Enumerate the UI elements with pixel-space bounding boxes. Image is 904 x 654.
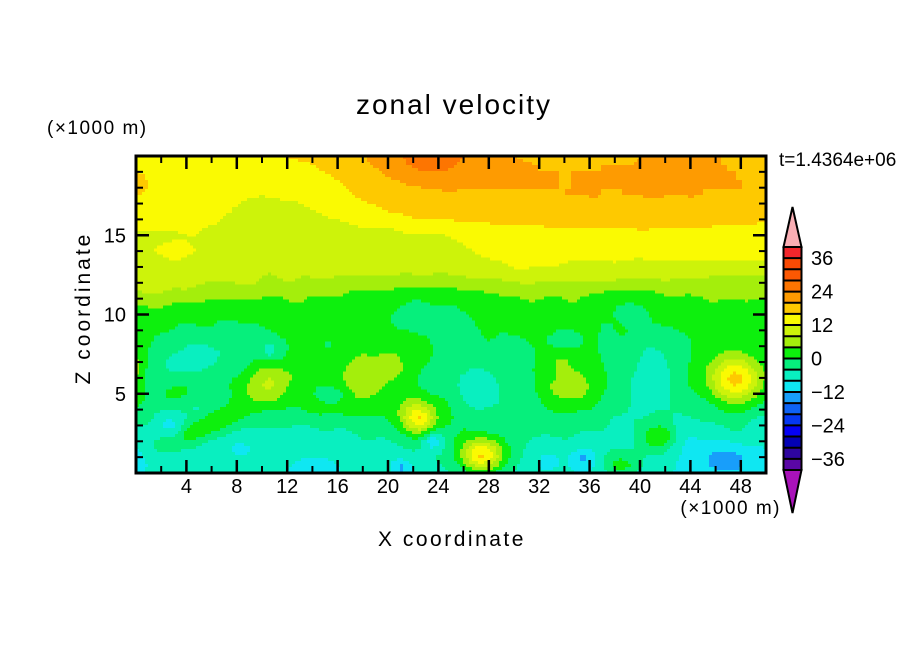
colorbar-segment: [783, 302, 802, 314]
colorbar-label: 12: [811, 315, 833, 337]
colorbar-segment: [783, 436, 802, 448]
colorbar-segment: [783, 425, 802, 437]
plot-frame: [134, 154, 768, 475]
x-tick-label: 44: [679, 476, 701, 498]
x-tick-label: 16: [326, 476, 348, 498]
colorbar-label: −24: [811, 415, 845, 437]
colorbar-segment: [783, 258, 802, 270]
x-tick-label: 48: [730, 476, 752, 498]
y-axis-label: Z coordinate: [72, 231, 95, 385]
x-tick-label: 32: [528, 476, 550, 498]
colorbar-segment: [783, 391, 802, 404]
colorbar-border: [782, 246, 803, 471]
colorbar-under-arrow: [782, 469, 803, 514]
colorbar-segment: [783, 380, 802, 392]
y-tick-label: 10: [104, 305, 126, 327]
colorbar-label: −12: [811, 382, 845, 404]
colorbar-segment: [783, 291, 802, 303]
colorbar-segment: [783, 369, 802, 381]
axis-ticks: [136, 156, 766, 473]
colorbar-label: 36: [811, 248, 833, 270]
colorbar-segment: [783, 313, 802, 326]
plot-title: zonal velocity: [355, 89, 553, 120]
x-tick-label: 40: [629, 476, 651, 498]
colorbar-label: −36: [811, 449, 845, 471]
colorbar-segment: [783, 414, 802, 426]
x-tick-label: 12: [276, 476, 298, 498]
contour-field: [136, 156, 766, 473]
x-tick-label: 8: [231, 476, 242, 498]
colorbar: 36 24 12 0 −12 −24 −36: [782, 206, 845, 514]
x-tick-label: 36: [578, 476, 600, 498]
colorbar-label: 0: [811, 349, 822, 371]
time-annotation: t=1.4364e+06: [779, 150, 897, 171]
colorbar-segment: [783, 325, 802, 337]
y-tick-label: 5: [115, 384, 126, 406]
x-axis-label: X coordinate: [378, 528, 526, 551]
x-tick-label: 28: [478, 476, 500, 498]
y-axis-unit-label: (×1000 m): [47, 118, 148, 139]
colorbar-segment: [783, 280, 802, 292]
colorbar-segment: [783, 458, 802, 470]
x-tick-label: 20: [377, 476, 399, 498]
colorbar-label: 24: [811, 282, 833, 304]
colorbar-segment: [783, 247, 802, 259]
colorbar-segment: [783, 347, 802, 359]
colorbar-over-arrow: [782, 206, 803, 248]
colorbar-segment: [783, 269, 802, 281]
y-tick-label: 15: [104, 225, 126, 247]
colorbar-segment: [783, 447, 802, 459]
x-tick-label: 24: [427, 476, 449, 498]
x-tick-label: 4: [181, 476, 192, 498]
colorbar-segment: [783, 336, 802, 348]
colorbar-segment: [783, 358, 802, 370]
plot-frame-rect: [134, 154, 768, 475]
x-axis-unit-label: (×1000 m): [680, 498, 781, 519]
colorbar-segment: [783, 403, 802, 415]
